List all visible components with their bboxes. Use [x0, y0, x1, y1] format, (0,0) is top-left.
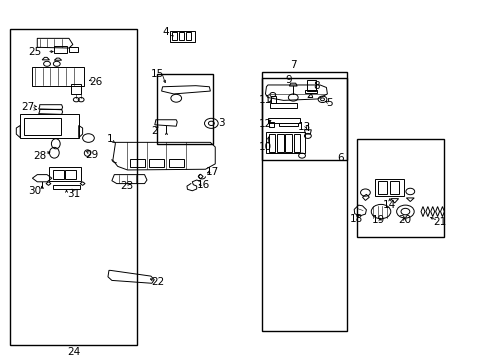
Bar [10, 30, 137, 345]
Bar [271, 96, 276, 103]
Text: 30: 30 [28, 186, 41, 197]
Bar [49, 167, 81, 181]
Bar [53, 170, 63, 179]
Text: 29: 29 [85, 150, 99, 160]
Text: 20: 20 [397, 215, 410, 225]
Bar [71, 84, 81, 94]
Text: 28: 28 [33, 151, 46, 161]
Bar [270, 103, 297, 108]
Bar [306, 80, 315, 91]
Text: 19: 19 [371, 215, 385, 225]
Bar [261, 72, 346, 330]
Bar [267, 118, 299, 123]
Bar [157, 74, 212, 144]
Text: 31: 31 [67, 189, 81, 199]
Bar [377, 181, 386, 194]
Text: 7: 7 [289, 60, 296, 70]
Bar [374, 179, 404, 196]
Bar [65, 170, 76, 179]
Text: 16: 16 [196, 180, 209, 190]
Text: 11: 11 [258, 95, 271, 105]
Bar [24, 118, 61, 135]
Text: 8: 8 [313, 81, 319, 91]
Bar [53, 185, 80, 189]
Bar [170, 31, 194, 41]
Text: 14: 14 [383, 200, 396, 210]
Bar [69, 47, 78, 51]
Bar [185, 32, 190, 40]
Bar [278, 123, 298, 126]
Bar [293, 134, 300, 152]
Text: 23: 23 [120, 181, 133, 191]
Text: 6: 6 [337, 153, 344, 163]
Text: 18: 18 [349, 215, 363, 224]
Bar [277, 134, 283, 152]
Text: 21: 21 [432, 217, 445, 227]
Text: 9: 9 [285, 75, 291, 85]
Bar [305, 90, 317, 93]
Bar [179, 32, 183, 40]
Bar [285, 134, 291, 152]
Bar [356, 139, 444, 237]
Bar [261, 78, 346, 160]
Text: 15: 15 [151, 69, 164, 79]
Text: 22: 22 [151, 277, 164, 287]
Text: 1: 1 [107, 134, 114, 144]
Text: 12: 12 [258, 119, 271, 129]
Bar [268, 134, 275, 152]
Text: 25: 25 [28, 47, 41, 57]
Bar [172, 32, 177, 40]
Text: 17: 17 [206, 167, 219, 177]
Bar [389, 181, 398, 194]
Text: 10: 10 [258, 142, 271, 152]
Text: 26: 26 [89, 77, 102, 87]
Bar [149, 159, 163, 167]
Text: 5: 5 [326, 98, 332, 108]
Bar [20, 114, 79, 138]
Bar [268, 122, 273, 127]
Bar [32, 67, 83, 86]
Bar [130, 159, 144, 167]
Text: 13: 13 [297, 122, 310, 132]
Text: 4: 4 [162, 27, 168, 37]
Bar [266, 132, 305, 153]
Text: 3: 3 [218, 118, 224, 128]
Text: 24: 24 [67, 347, 81, 357]
Text: 2: 2 [151, 126, 157, 135]
Bar [168, 159, 183, 167]
Bar [54, 46, 66, 53]
Text: 27: 27 [21, 102, 34, 112]
